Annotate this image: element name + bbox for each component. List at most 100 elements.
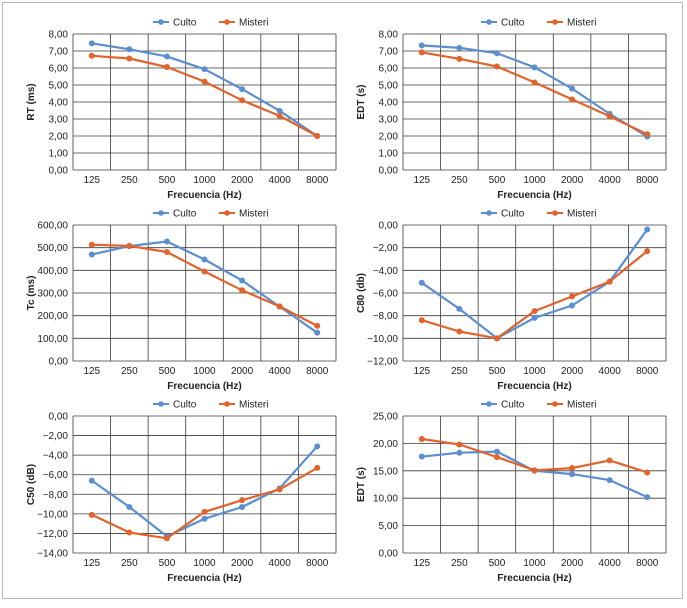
x-tick-label: 125 [413, 175, 430, 186]
data-point-culto [88, 40, 95, 47]
x-tick-label: 2000 [561, 366, 584, 377]
data-point-culto [456, 44, 463, 51]
x-tick-label: 4000 [269, 558, 292, 569]
y-tick-label: 1,00 [49, 149, 69, 160]
data-point-misteri [239, 497, 246, 504]
x-tick-label: 500 [489, 366, 506, 377]
legend-swatch-marker [224, 19, 230, 25]
data-point-misteri [493, 454, 500, 461]
data-point-culto [163, 53, 170, 60]
data-point-culto [569, 471, 576, 478]
x-tick-label: 125 [413, 558, 430, 569]
legend-label: Culto [501, 209, 525, 220]
x-tick-label: 8000 [306, 366, 329, 377]
x-tick-label: 125 [83, 366, 100, 377]
y-axis-title: C80 (db) [356, 273, 367, 313]
x-tick-label: 2000 [231, 175, 254, 186]
data-point-misteri [314, 322, 321, 329]
data-point-culto [314, 443, 321, 450]
legend: Culto Misteri [153, 400, 268, 411]
data-point-culto [88, 477, 95, 484]
y-tick-label: 6,00 [379, 64, 399, 75]
legend-label: Culto [173, 18, 197, 29]
legend-swatch-marker [486, 210, 492, 216]
legend-swatch-marker [224, 210, 230, 216]
x-tick-label: 1000 [523, 558, 546, 569]
data-point-misteri [201, 268, 208, 275]
data-point-misteri [276, 303, 283, 310]
legend: Culto Misteri [481, 209, 596, 220]
data-point-misteri [88, 511, 95, 518]
x-tick-label: 125 [83, 175, 100, 186]
data-point-culto [418, 453, 425, 460]
legend-swatch-marker [486, 19, 492, 25]
y-tick-label: −8,00 [373, 311, 399, 322]
legend: Culto Misteri [153, 18, 268, 29]
x-tick-label: 8000 [306, 558, 329, 569]
x-tick-label: 2000 [231, 366, 254, 377]
x-tick-label: 2000 [561, 175, 584, 186]
data-point-misteri [569, 465, 576, 472]
x-tick-label: 4000 [269, 366, 292, 377]
y-tick-label: 25,00 [373, 412, 398, 423]
data-point-culto [606, 477, 613, 484]
x-tick-label: 4000 [599, 366, 622, 377]
data-point-culto [201, 256, 208, 263]
data-point-misteri [418, 436, 425, 443]
y-axis-title: C50 (dB) [26, 464, 37, 505]
x-tick-label: 250 [451, 175, 468, 186]
data-point-misteri [456, 55, 463, 62]
x-axis-title: Frecuencia (Hz) [497, 190, 571, 201]
x-axis-title: Frecuencia (Hz) [167, 190, 241, 201]
y-tick-label: 0,00 [379, 166, 399, 177]
data-point-culto [239, 86, 246, 93]
legend-label: Misteri [567, 209, 596, 220]
data-point-misteri [418, 317, 425, 324]
legend-swatch-marker [486, 401, 492, 407]
y-tick-label: −4,00 [43, 451, 69, 462]
y-tick-label: 5,00 [379, 81, 399, 92]
y-tick-label: −10,00 [37, 509, 68, 520]
x-tick-label: 125 [413, 366, 430, 377]
data-point-culto [126, 504, 133, 511]
data-point-misteri [201, 508, 208, 515]
data-point-culto [314, 329, 321, 336]
y-tick-label: −10,00 [367, 334, 398, 345]
legend-label: Culto [501, 18, 525, 29]
y-tick-label: 2,00 [49, 132, 69, 143]
y-tick-label: 8,00 [49, 30, 69, 41]
data-point-misteri [569, 96, 576, 103]
data-point-misteri [126, 242, 133, 249]
y-tick-label: 3,00 [379, 115, 399, 126]
legend-swatch-marker [158, 401, 164, 407]
data-point-misteri [531, 308, 538, 315]
x-tick-label: 8000 [306, 175, 329, 186]
legend-label: Culto [173, 209, 197, 220]
y-tick-label: 5,00 [49, 81, 69, 92]
x-tick-label: 2000 [231, 558, 254, 569]
y-axis-title: Tc (ms) [26, 276, 37, 311]
data-point-misteri [493, 335, 500, 342]
data-point-misteri [88, 52, 95, 59]
legend-swatch-marker [224, 401, 230, 407]
legend-label: Misteri [239, 400, 268, 411]
data-point-culto [276, 107, 283, 114]
x-axis-title: Frecuencia (Hz) [497, 381, 571, 392]
data-point-culto [88, 251, 95, 258]
x-tick-label: 500 [159, 175, 176, 186]
x-tick-label: 8000 [636, 175, 659, 186]
x-tick-label: 250 [451, 558, 468, 569]
legend-swatch-marker [552, 19, 558, 25]
data-point-misteri [531, 79, 538, 86]
y-tick-label: 3,00 [49, 115, 69, 126]
y-tick-label: 500,00 [37, 243, 68, 254]
x-tick-label: 250 [121, 558, 138, 569]
y-tick-label: 600,00 [37, 221, 68, 232]
legend-label: Culto [501, 400, 525, 411]
data-point-misteri [606, 113, 613, 120]
legend-swatch-marker [158, 210, 164, 216]
x-tick-label: 1000 [523, 366, 546, 377]
x-tick-label: 250 [451, 366, 468, 377]
data-point-misteri [163, 63, 170, 70]
